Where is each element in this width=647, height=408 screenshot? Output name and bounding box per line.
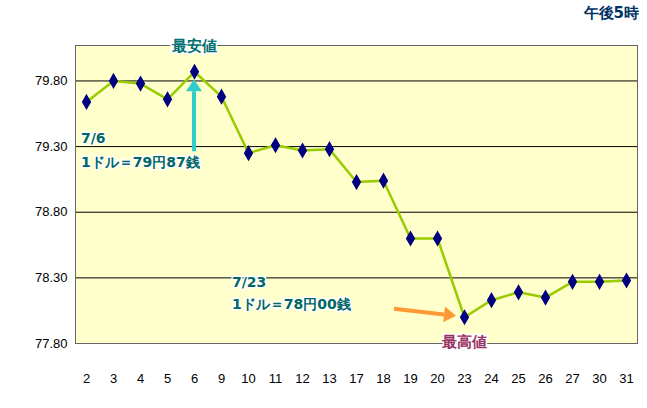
svg-text:17: 17 (349, 371, 363, 386)
html-text:午後5時: 午後5時 (583, 4, 639, 22)
svg-text:30: 30 (592, 371, 606, 386)
svg-text:77.80: 77.80 (35, 336, 68, 351)
svg-text:5: 5 (164, 371, 171, 386)
svg-text:1ドル＝78円00銭: 1ドル＝78円00銭 (232, 296, 351, 312)
svg-text:2: 2 (83, 371, 90, 386)
svg-text:9: 9 (218, 371, 225, 386)
svg-text:最安値: 最安値 (171, 37, 217, 55)
svg-text:78.80: 78.80 (35, 204, 68, 219)
svg-text:12: 12 (295, 371, 309, 386)
svg-text:20: 20 (430, 371, 444, 386)
svg-text:23: 23 (457, 371, 471, 386)
svg-text:27: 27 (565, 371, 579, 386)
svg-text:11: 11 (269, 371, 283, 386)
svg-text:7/6: 7/6 (81, 130, 106, 146)
svg-text:1ドル＝79円87銭: 1ドル＝79円87銭 (81, 154, 200, 170)
svg-text:10: 10 (241, 371, 255, 386)
svg-text:最高値: 最高値 (441, 333, 487, 351)
svg-text:25: 25 (511, 371, 525, 386)
svg-text:79.30: 79.30 (35, 139, 68, 154)
svg-text:26: 26 (538, 371, 552, 386)
svg-text:6: 6 (191, 371, 198, 386)
svg-text:7/23: 7/23 (232, 274, 266, 290)
svg-text:18: 18 (376, 371, 390, 386)
svg-text:13: 13 (322, 371, 336, 386)
svg-text:19: 19 (403, 371, 417, 386)
svg-text:4: 4 (137, 371, 144, 386)
svg-text:31: 31 (619, 371, 633, 386)
svg-text:78.30: 78.30 (35, 270, 68, 285)
svg-text:24: 24 (484, 371, 498, 386)
svg-text:3: 3 (110, 371, 117, 386)
svg-text:79.80: 79.80 (35, 73, 68, 88)
